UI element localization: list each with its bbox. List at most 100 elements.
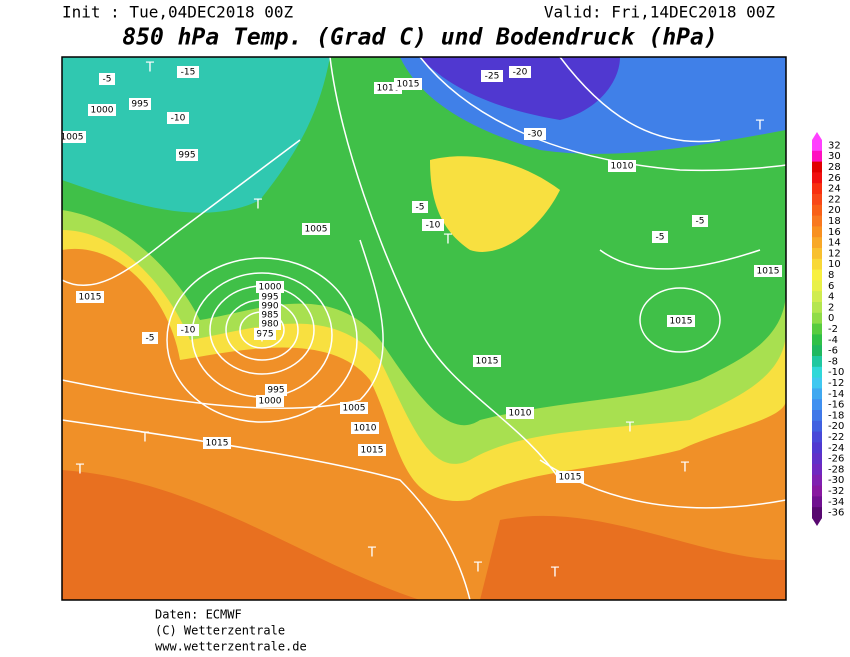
- contour-label: -5: [146, 334, 155, 344]
- label-box: [608, 160, 636, 172]
- label-box: [667, 315, 695, 327]
- colorbar-label: 16: [828, 227, 841, 238]
- colorbar-label: -34: [828, 497, 844, 508]
- colorbar-segment: [812, 248, 822, 260]
- pressure-center-label: T: [145, 61, 154, 76]
- colorbar-label: -36: [828, 508, 844, 519]
- label-box: [265, 384, 287, 396]
- contour-label: -5: [696, 217, 705, 227]
- label-box: [422, 219, 444, 231]
- field-hot: [62, 470, 420, 600]
- colorbar-label: -4: [828, 335, 838, 346]
- colorbar-segment: [812, 453, 822, 465]
- colorbar-segment: [812, 291, 822, 303]
- colorbar-bottom-arrow: [812, 518, 822, 526]
- contour-label: -5: [656, 233, 665, 243]
- colorbar-label: -16: [828, 400, 844, 411]
- colorbar-segment: [812, 269, 822, 281]
- colorbar-label: -22: [828, 432, 844, 443]
- label-box: [358, 444, 386, 456]
- pressure-center-label: T: [680, 461, 689, 476]
- colorbar-label: -20: [828, 421, 844, 432]
- contour-label: 1010: [354, 424, 377, 434]
- contour-label: 1015: [206, 439, 229, 449]
- label-box: [203, 437, 231, 449]
- label-box: [509, 66, 531, 78]
- colorbar-segment: [812, 172, 822, 184]
- colorbar-segment: [812, 496, 822, 508]
- contour-label: -5: [103, 75, 112, 85]
- contour-label: 990: [261, 302, 278, 312]
- label-box: [167, 112, 189, 124]
- colorbar-segment: [812, 204, 822, 217]
- pressure-center-label: T: [367, 546, 376, 561]
- contour-label: 985: [261, 311, 278, 321]
- colorbar-label: 32: [828, 140, 841, 151]
- label-box: [256, 281, 284, 293]
- colorbar-label: 6: [828, 281, 834, 292]
- label-box: [254, 328, 276, 340]
- label-box: [394, 78, 422, 90]
- contour-label: 1000: [259, 283, 282, 293]
- colorbar-segment: [812, 485, 822, 497]
- contour-label: 995: [131, 100, 148, 110]
- label-box: [340, 402, 368, 414]
- footer-url: www.wetterzentrale.de: [155, 640, 307, 654]
- colorbar-segment: [812, 507, 822, 519]
- contour-label: 995: [261, 293, 278, 303]
- pressure-center-label: T: [755, 119, 764, 134]
- contour-label: 1015: [476, 357, 499, 367]
- colorbar-label: 24: [828, 184, 841, 195]
- map-title: 850 hPa Temp. (Grad C) und Bodendruck (h…: [122, 25, 717, 51]
- colorbar-segment: [812, 474, 822, 487]
- colorbar-label: -8: [828, 356, 838, 367]
- contour-label: -15: [181, 68, 196, 78]
- colorbar-segment: [812, 377, 822, 389]
- contour-label: 1010: [509, 409, 532, 419]
- colorbar-label: 4: [828, 292, 834, 303]
- colorbar-segment: [812, 431, 822, 443]
- contour-label: -5: [416, 203, 425, 213]
- init-label: Init : Tue,04DEC2018 00Z: [62, 3, 294, 22]
- colorbar-segment: [812, 140, 822, 152]
- colorbar-segment: [812, 312, 822, 325]
- contour-label: -10: [426, 221, 441, 231]
- colorbar-label: 22: [828, 194, 841, 205]
- colorbar-label: 20: [828, 205, 841, 216]
- contour-label: 1015: [670, 317, 693, 327]
- contour-label: 1015: [757, 267, 780, 277]
- label-box: [76, 291, 104, 303]
- colorbar-label: -6: [828, 346, 838, 357]
- map-frame: [61, 56, 787, 601]
- label-box: [256, 395, 284, 407]
- label-box: [99, 73, 115, 85]
- pressure-center-label: T: [473, 561, 482, 576]
- contour-label: 975: [256, 330, 273, 340]
- label-box: [129, 98, 151, 110]
- colorbar-top-arrow: [812, 132, 822, 140]
- colorbar-segment: [812, 150, 822, 163]
- colorbar-label: -28: [828, 464, 844, 475]
- map-labels: 10009951005-5-10-159951015-5-10100099599…: [62, 61, 782, 581]
- label-box: [524, 128, 546, 140]
- colorbar-label: -10: [828, 367, 844, 378]
- pressure-center-label: T: [253, 198, 262, 213]
- colorbar-segment: [812, 388, 822, 400]
- footer-source: Daten: ECMWF: [155, 608, 242, 622]
- label-box: [177, 66, 199, 78]
- label-box: [88, 104, 116, 116]
- contour-label: 1010: [377, 84, 400, 94]
- colorbar-label: -26: [828, 454, 844, 465]
- colorbar-segment: [812, 183, 822, 195]
- colorbar-label: 0: [828, 313, 834, 324]
- field-scandinavia-warm: [430, 156, 560, 252]
- colorbar: 32302826242220181614121086420-2-4-6-8-10…: [812, 132, 844, 526]
- colorbar-segment: [812, 280, 822, 292]
- contour-label: -30: [528, 130, 543, 140]
- label-box: [142, 332, 158, 344]
- colorbar-label: 30: [828, 151, 841, 162]
- colorbar-label: -18: [828, 410, 844, 421]
- colorbar-label: 2: [828, 302, 834, 313]
